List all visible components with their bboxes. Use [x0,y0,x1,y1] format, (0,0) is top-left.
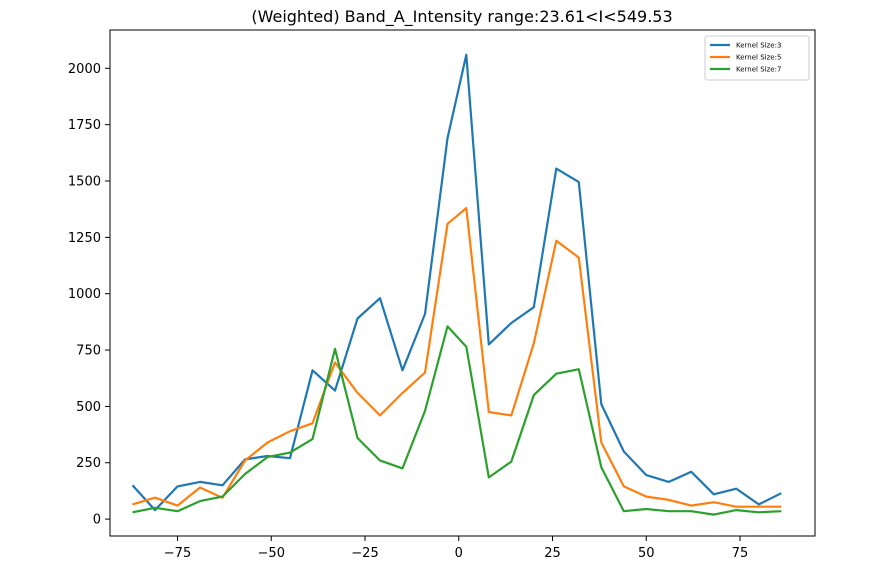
legend-label: Kernel Size:5 [736,54,781,62]
x-tick-label: −75 [164,546,191,561]
y-tick-label: 1250 [68,231,101,246]
x-tick-label: 75 [732,546,749,561]
y-tick-label: 500 [76,400,101,415]
y-tick-label: 1750 [68,118,101,133]
y-tick-label: 0 [93,513,101,528]
series-layer [131,53,782,516]
legend: Kernel Size:3 Kernel Size:5 Kernel Size:7 [704,35,810,81]
x-tick-label: 50 [638,546,655,561]
legend-box [704,35,810,81]
y-tick-label: 2000 [68,62,101,77]
axes-layer: −75 −50 −25 0 25 50 75025050075010001250150017… [68,29,816,561]
y-tick-label: 750 [76,344,101,359]
series-line-3 [132,325,782,516]
y-tick-label: 1000 [68,287,101,302]
legend-label: Kernel Size:3 [736,42,781,50]
y-tick-label: 1500 [68,175,101,190]
plot-frame [109,29,816,537]
y-tick-label: 250 [76,456,101,471]
chart-title: (Weighted) Band_A_Intensity range:23.61<… [251,7,672,27]
x-tick-label: −25 [351,546,378,561]
x-tick-label: −50 [258,546,285,561]
x-tick-label: 0 [455,546,463,561]
series-line-2 [132,207,782,508]
legend-label: Kernel Size:7 [736,66,781,74]
x-tick-label: 25 [544,546,561,561]
series-line-1 [131,53,782,512]
